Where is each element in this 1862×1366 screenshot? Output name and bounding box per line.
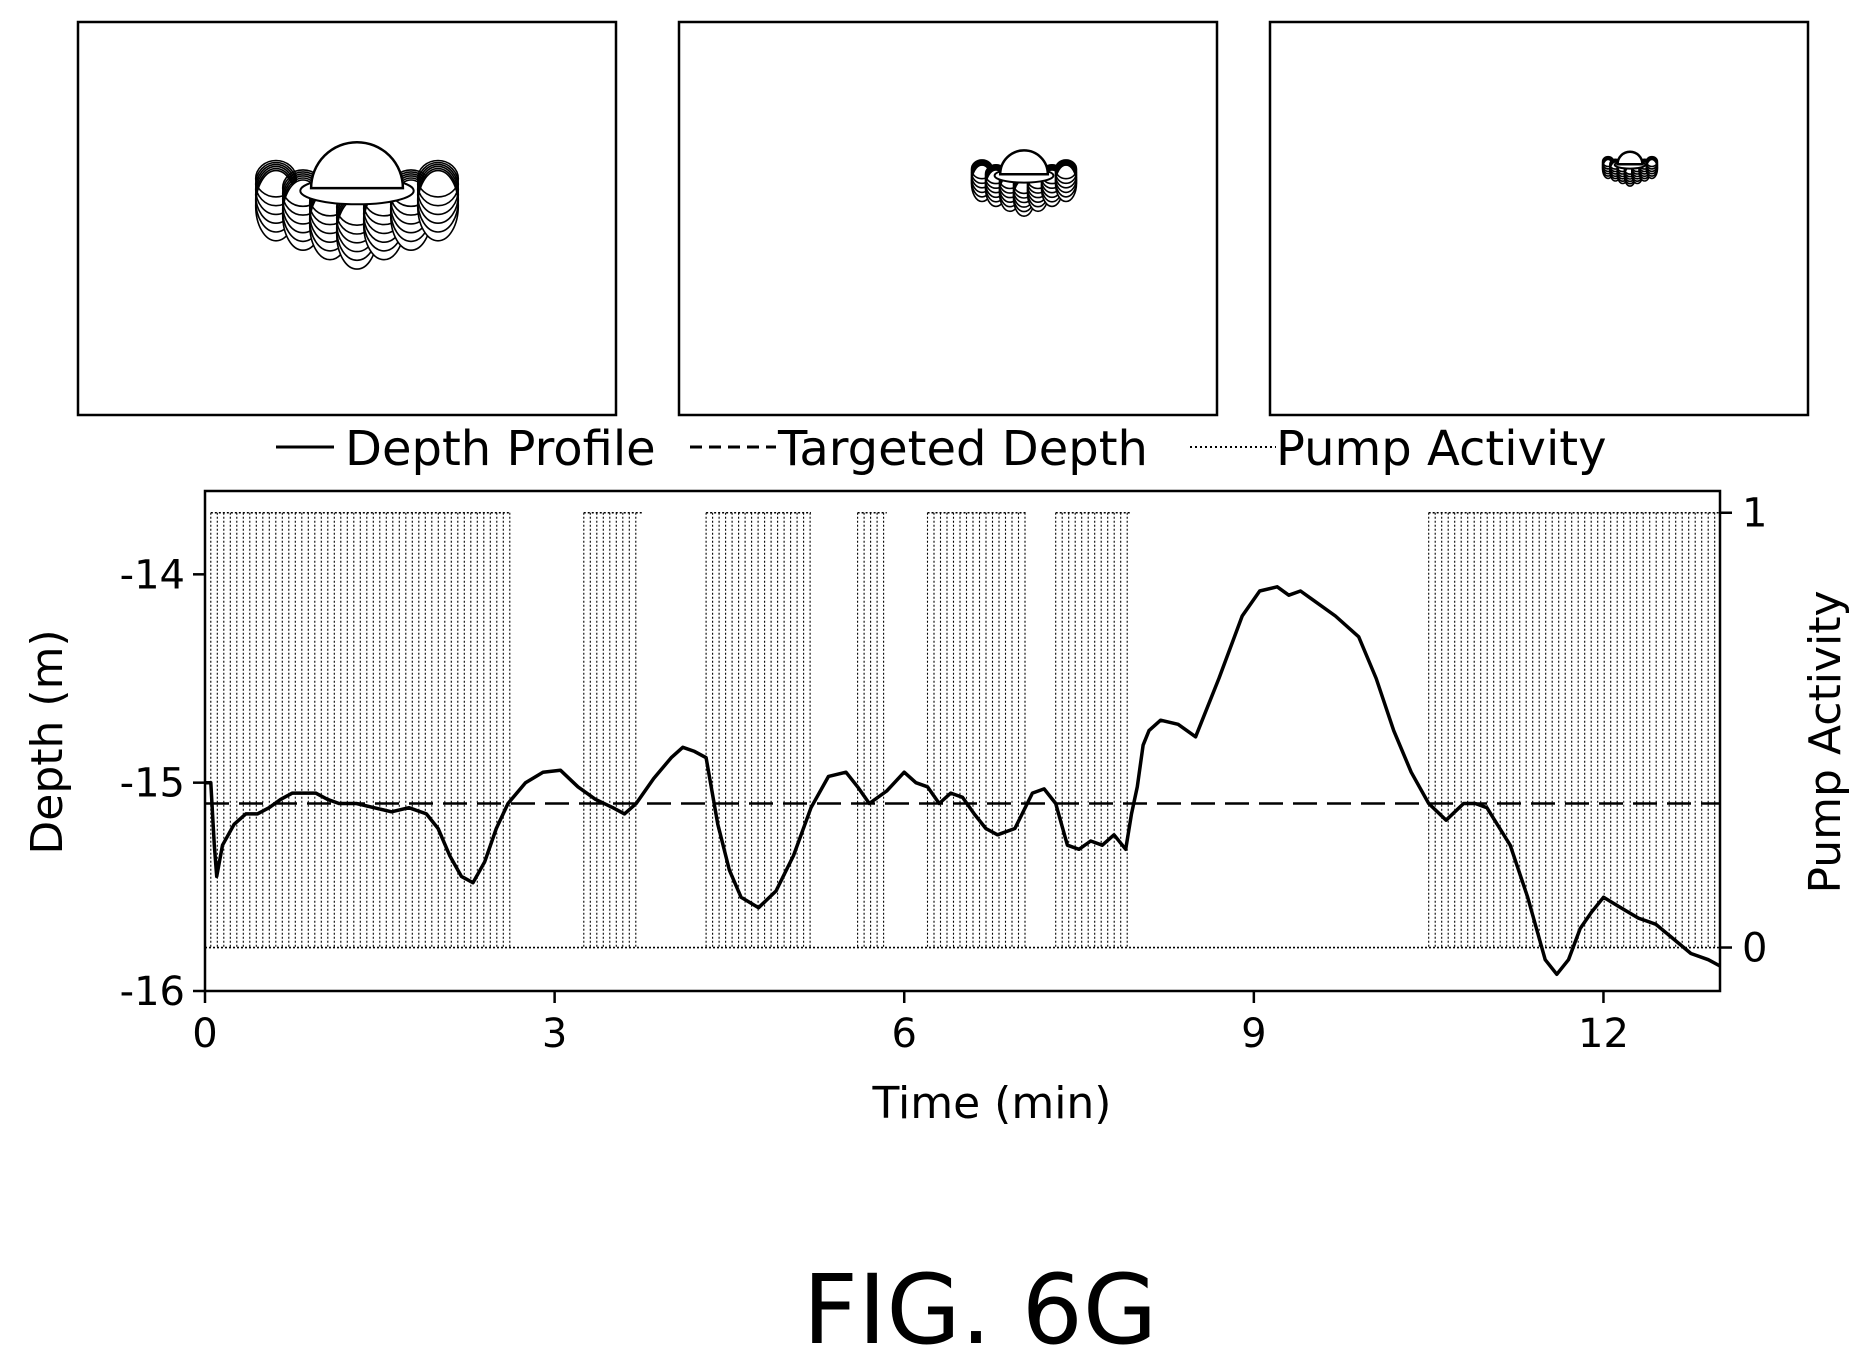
tentacle-lobe <box>1054 159 1078 203</box>
x-tick-label: 3 <box>542 1011 567 1057</box>
tentacle-ring <box>1054 159 1078 180</box>
legend-targeted-depth-label: Targeted Depth <box>777 421 1148 477</box>
depth-chart: 0 3 6 9 12 -14-15-16 10 Time (min) Depth (m)… <box>22 489 1851 1129</box>
tentacle-ring <box>1645 155 1659 168</box>
panel-frame <box>677 20 1219 417</box>
image-panel-2 <box>677 20 1219 417</box>
x-axis-ticks: 0 3 6 9 12 <box>192 991 1629 1057</box>
tentacle-ring <box>416 159 460 198</box>
plot-frame <box>203 489 1722 993</box>
pump-active-interval <box>705 511 811 948</box>
tentacle-ring <box>254 159 298 198</box>
pump-active-interval <box>1428 511 1720 948</box>
legend-pump-activity-label: Pump Activity <box>1276 421 1607 477</box>
legend-depth-profile-label: Depth Profile <box>345 421 656 477</box>
y-left-tick-label: -14 <box>120 552 185 598</box>
legend: Depth Profile Targeted Depth Pump Activi… <box>276 421 1607 477</box>
jellyfish-robot-icon <box>1601 150 1659 187</box>
tentacle-lobe <box>416 159 460 242</box>
x-tick-label: 9 <box>1241 1011 1266 1057</box>
y-right-axis-title: Pump Activity <box>1800 591 1851 894</box>
y-right-tick-label: 0 <box>1742 926 1767 972</box>
pump-activity-series <box>205 511 1720 949</box>
x-tick-label: 6 <box>892 1011 917 1057</box>
y-left-tick-label: -15 <box>120 761 185 807</box>
pump-active-interval <box>926 511 1027 948</box>
panel-frame <box>1268 20 1810 417</box>
pump-active-interval <box>857 511 887 948</box>
tentacle-ring <box>416 161 460 207</box>
pump-active-interval <box>210 511 511 948</box>
y-right-tick-label: 1 <box>1742 491 1767 537</box>
x-axis-title: Time (min) <box>872 1078 1112 1129</box>
y-left-axis-title: Depth (m) <box>22 629 73 854</box>
bell-dome <box>309 140 405 190</box>
tentacle-lobe <box>1645 155 1659 180</box>
pump-active-interval <box>1055 511 1132 948</box>
depth-profile-line <box>205 585 1721 977</box>
pump-active-interval <box>583 511 643 948</box>
x-tick-label: 0 <box>192 1011 217 1057</box>
bell-dome <box>1616 150 1644 166</box>
jellyfish-robot-icon <box>970 149 1078 218</box>
image-panel-3 <box>1268 20 1810 417</box>
figure-label: FIG. 6G <box>803 1254 1157 1366</box>
y-left-axis-ticks: -14 -15 -16 <box>120 552 205 1015</box>
y-right-axis-ticks: 10 <box>1720 491 1767 972</box>
bell-dome <box>998 149 1050 176</box>
y-left-tick-label: -16 <box>120 969 185 1015</box>
x-tick-label: 12 <box>1578 1011 1629 1057</box>
jellyfish-robot-icon <box>254 140 460 270</box>
image-panel-1 <box>76 20 618 417</box>
